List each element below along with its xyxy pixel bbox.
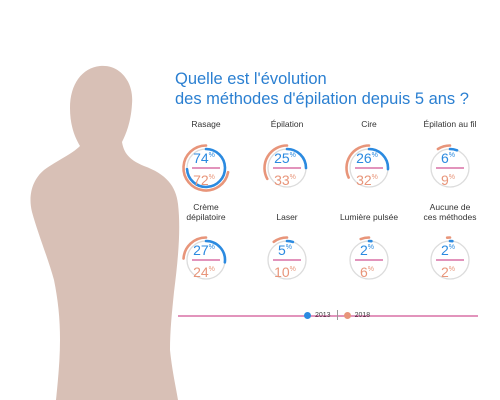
legend: 2013 2018 (304, 310, 370, 320)
chart-title-line-1: Quelle est l'évolution (175, 70, 327, 88)
arc-2013-cire (367, 147, 390, 171)
category-label-épilation-au-fil: Épilation au fil (424, 119, 477, 129)
arc-2013-laser (285, 239, 295, 244)
arc-2013-épilation (285, 147, 308, 170)
chart-title-line-2: des méthodes d'épilation depuis 5 ans ? (175, 90, 469, 108)
category-label-épilation: Épilation (271, 119, 304, 129)
arc-2013-épilation-au-fil (448, 147, 459, 152)
arc-2018-crème-dépilatoire (182, 236, 208, 260)
category-label-aucune-de-ces-méthodes: Aucune de (430, 202, 471, 212)
category-label-aucune-de-ces-méthodes: ces méthodes (424, 212, 477, 222)
arc-2013-rasage (185, 147, 227, 189)
category-label-lumière-pulsée: Lumière pulsée (340, 212, 398, 222)
value-2013-crème-dépilatoire: 27% (193, 242, 215, 258)
value-2018-lumière-pulsée: 6% (360, 264, 374, 280)
value-2013-laser: 5% (278, 242, 292, 258)
arc-2018-lumière-pulsée (359, 236, 371, 241)
value-2013-rasage: 74% (193, 150, 215, 166)
value-2013-lumière-pulsée: 2% (360, 242, 374, 258)
category-label-crème-dépilatoire: Crème (193, 202, 219, 212)
legend-2018-swatch (343, 311, 351, 319)
legend-2013-swatch (304, 311, 311, 319)
legend-2013-label: 2013 (315, 311, 331, 319)
arc-2018-épilation (263, 144, 289, 181)
arc-2018-rasage (182, 144, 230, 192)
value-2018-aucune-de-ces-méthodes: 2% (441, 264, 455, 280)
value-2013-épilation-au-fil: 6% (441, 150, 455, 166)
arc-2018-épilation-au-fil (436, 144, 452, 151)
category-label-cire: Cire (361, 119, 377, 129)
arc-2018-cire (345, 144, 371, 179)
legend-separator (336, 310, 338, 320)
value-2013-aucune-de-ces-méthodes: 2% (441, 242, 455, 258)
category-label-rasage: Rasage (191, 119, 221, 129)
value-2018-épilation-au-fil: 9% (441, 172, 455, 188)
category-label-laser: Laser (276, 212, 297, 222)
arc-2013-crème-dépilatoire (204, 239, 227, 264)
value-2013-cire: 26% (356, 150, 378, 166)
value-2013-épilation: 25% (274, 150, 296, 166)
category-label-crème-dépilatoire: dépilatoire (186, 212, 225, 222)
arc-2018-laser (272, 236, 289, 244)
legend-2018-label: 2018 (354, 311, 371, 319)
